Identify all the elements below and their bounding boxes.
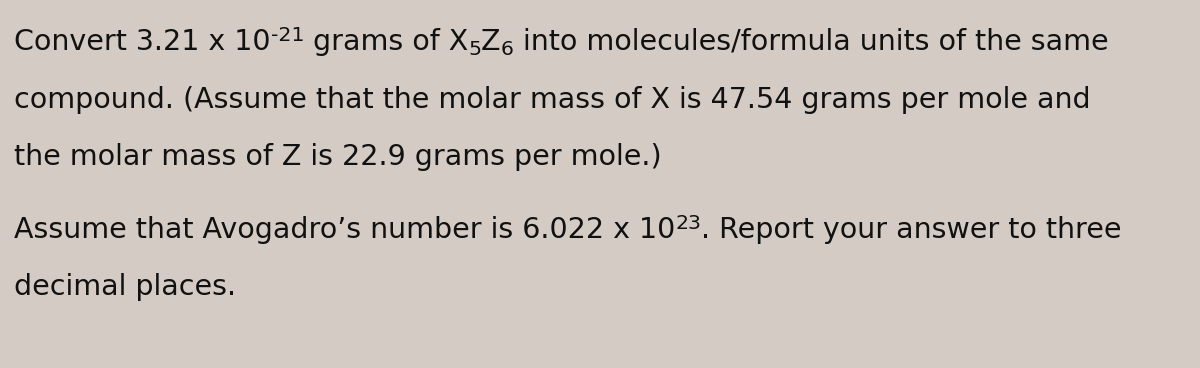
Text: 5: 5 xyxy=(468,40,481,59)
Text: the molar mass of Z is 22.9 grams per mole.): the molar mass of Z is 22.9 grams per mo… xyxy=(14,143,661,171)
Text: Z: Z xyxy=(481,28,500,56)
Text: grams of X: grams of X xyxy=(304,28,468,56)
Text: . Report your answer to three: . Report your answer to three xyxy=(701,216,1122,244)
Text: decimal places.: decimal places. xyxy=(14,273,236,301)
Text: Assume that Avogadro’s number is 6.022 x 10: Assume that Avogadro’s number is 6.022 x… xyxy=(14,216,676,244)
Text: compound. (Assume that the molar mass of X is 47.54 grams per mole and: compound. (Assume that the molar mass of… xyxy=(14,86,1091,114)
Text: -21: -21 xyxy=(270,26,304,45)
Text: 6: 6 xyxy=(500,40,514,59)
Text: 23: 23 xyxy=(676,214,701,233)
Text: into molecules/formula units of the same: into molecules/formula units of the same xyxy=(514,28,1109,56)
Text: Convert 3.21 x 10: Convert 3.21 x 10 xyxy=(14,28,270,56)
